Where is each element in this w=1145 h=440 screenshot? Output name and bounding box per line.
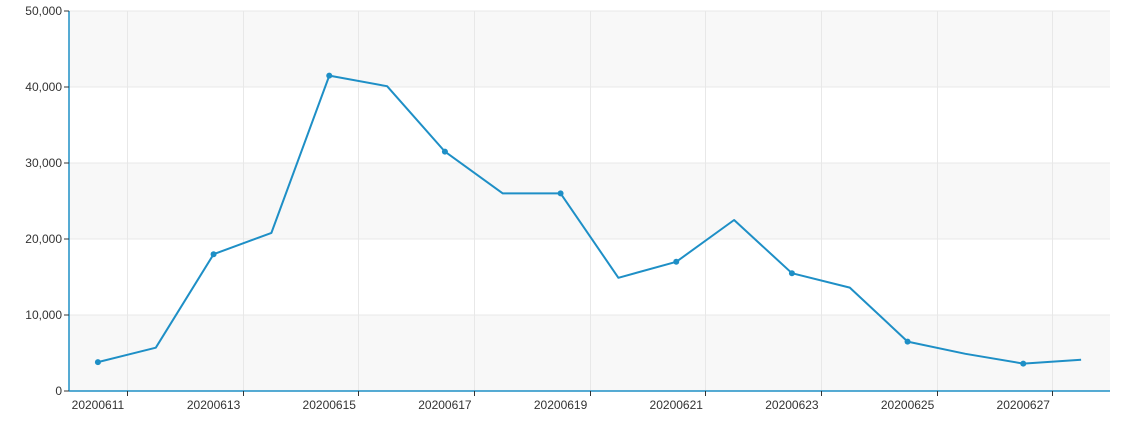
plot-bands xyxy=(69,11,1110,391)
x-tick-label: 20200619 xyxy=(534,398,588,412)
x-tick-label: 20200627 xyxy=(997,398,1051,412)
axes xyxy=(68,11,1110,392)
x-tick-label: 20200615 xyxy=(303,398,357,412)
series-layer xyxy=(94,72,1082,367)
y-tick-label: 30,000 xyxy=(25,156,62,170)
data-point xyxy=(326,72,333,79)
x-tick-label: 20200617 xyxy=(418,398,472,412)
x-tick-label: 20200621 xyxy=(650,398,704,412)
data-point xyxy=(210,251,217,258)
plot-band xyxy=(69,87,1110,163)
x-tick-label: 20200611 xyxy=(72,398,125,412)
x-tick-label: 20200613 xyxy=(187,398,241,412)
grid-lines xyxy=(69,10,1110,391)
data-point xyxy=(1020,360,1027,367)
x-axis-ticks: 20200611 20200613 20200615 20200617 20200619… xyxy=(72,391,1053,412)
series-line xyxy=(97,74,1082,365)
y-axis-ticks: 0 10,000 20,000 30,000 40,000 50,000 xyxy=(25,4,69,398)
plot-band xyxy=(69,163,1110,239)
data-point xyxy=(557,190,564,197)
data-point xyxy=(673,258,680,265)
plot-band xyxy=(69,239,1110,315)
data-point xyxy=(788,270,795,277)
plot-band xyxy=(69,315,1110,391)
data-point xyxy=(94,359,101,366)
y-tick-label: 20,000 xyxy=(25,232,62,246)
y-tick-label: 0 xyxy=(55,384,62,398)
y-tick-label: 50,000 xyxy=(25,4,62,18)
plot-band xyxy=(69,11,1110,87)
y-tick-label: 10,000 xyxy=(25,308,62,322)
data-point xyxy=(441,148,448,155)
y-tick-label: 40,000 xyxy=(25,80,62,94)
x-tick-label: 20200625 xyxy=(881,398,935,412)
data-point xyxy=(904,338,911,345)
x-tick-label: 20200623 xyxy=(765,398,819,412)
